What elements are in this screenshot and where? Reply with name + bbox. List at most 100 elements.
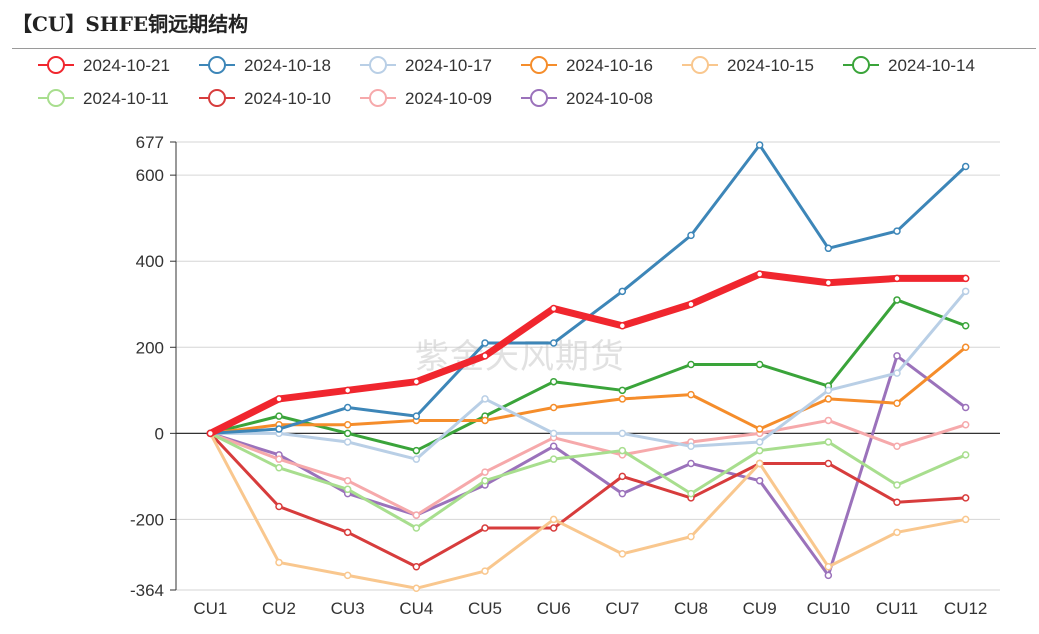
series-line bbox=[208, 298, 968, 453]
data-point bbox=[343, 386, 352, 395]
data-point bbox=[343, 476, 352, 485]
y-tick-label: 600 bbox=[136, 166, 164, 185]
data-point bbox=[824, 278, 833, 287]
data-point bbox=[275, 455, 283, 463]
data-point bbox=[618, 322, 627, 330]
data-point bbox=[412, 455, 421, 463]
legend-label: 2024-10-14 bbox=[888, 56, 975, 75]
legend-marker bbox=[369, 89, 387, 107]
y-tick-label: -364 bbox=[130, 581, 164, 600]
series-2024-10-21 bbox=[206, 270, 970, 438]
legend-label: 2024-10-16 bbox=[566, 56, 653, 75]
legend-item[interactable]: 2024-10-16 bbox=[521, 56, 653, 75]
y-tick-label: 200 bbox=[136, 338, 164, 357]
series-2024-10-11 bbox=[206, 429, 970, 532]
data-point bbox=[755, 360, 764, 369]
data-point bbox=[549, 455, 558, 463]
data-point bbox=[755, 141, 764, 149]
series-2024-10-10 bbox=[206, 429, 970, 571]
legend: 2024-10-21 2024-10-18 2024-10-17 2024-10-16… bbox=[38, 56, 975, 108]
data-point bbox=[687, 300, 695, 308]
legend-label: 2024-10-09 bbox=[405, 89, 492, 108]
series-2024-10-15 bbox=[206, 429, 970, 593]
data-point bbox=[961, 162, 970, 171]
chart-title: 【CU】SHFE铜远期结构 bbox=[12, 12, 249, 36]
data-point bbox=[893, 227, 901, 235]
data-point bbox=[755, 446, 764, 455]
legend-item[interactable]: 2024-10-09 bbox=[360, 89, 492, 108]
legend-item[interactable]: 2024-10-08 bbox=[521, 89, 653, 108]
series-2024-10-09 bbox=[206, 416, 970, 519]
data-point bbox=[481, 468, 489, 476]
data-point bbox=[343, 528, 352, 537]
x-tick-label: CU2 bbox=[262, 599, 296, 618]
legend-item[interactable]: 2024-10-11 bbox=[38, 89, 169, 108]
data-point bbox=[618, 395, 627, 403]
data-point bbox=[618, 472, 627, 481]
data-point bbox=[481, 395, 489, 403]
data-point bbox=[549, 403, 558, 412]
data-point bbox=[893, 528, 901, 537]
data-point bbox=[275, 395, 283, 403]
series-line bbox=[208, 431, 968, 530]
data-point bbox=[961, 274, 970, 283]
data-point bbox=[755, 270, 764, 278]
legend-item[interactable]: 2024-10-21 bbox=[38, 56, 170, 75]
legend-item[interactable]: 2024-10-15 bbox=[682, 56, 814, 75]
data-point bbox=[893, 352, 901, 360]
x-tick-label: CU4 bbox=[399, 599, 433, 618]
data-point bbox=[412, 584, 421, 593]
data-point bbox=[618, 550, 627, 558]
data-point bbox=[961, 322, 970, 330]
data-point bbox=[412, 511, 421, 519]
data-point bbox=[687, 459, 695, 468]
data-point bbox=[755, 459, 764, 468]
data-point bbox=[961, 494, 970, 502]
data-point bbox=[275, 558, 283, 567]
data-point bbox=[275, 412, 283, 420]
legend-item[interactable]: 2024-10-18 bbox=[199, 56, 331, 75]
data-point bbox=[755, 438, 764, 446]
data-point bbox=[893, 399, 901, 407]
legend-marker bbox=[691, 56, 709, 74]
data-point bbox=[481, 567, 489, 575]
legend-item[interactable]: 2024-10-17 bbox=[360, 56, 492, 75]
data-point bbox=[893, 481, 901, 489]
data-point bbox=[206, 429, 215, 438]
data-point bbox=[961, 343, 970, 352]
series-lines bbox=[206, 141, 970, 593]
data-point bbox=[275, 464, 283, 472]
data-point bbox=[412, 412, 421, 420]
legend-marker bbox=[852, 56, 870, 74]
legend-item[interactable]: 2024-10-14 bbox=[843, 56, 975, 75]
data-point bbox=[824, 459, 833, 468]
data-point bbox=[618, 489, 627, 498]
data-point bbox=[824, 563, 833, 571]
data-point bbox=[824, 244, 833, 253]
data-point bbox=[824, 571, 833, 580]
legend-marker bbox=[47, 56, 65, 74]
legend-marker bbox=[530, 89, 548, 107]
data-point bbox=[412, 524, 421, 532]
series-line bbox=[206, 270, 970, 437]
y-tick-label: 400 bbox=[136, 252, 164, 271]
legend-marker bbox=[208, 56, 226, 74]
series-line bbox=[208, 289, 968, 461]
data-point bbox=[961, 287, 970, 296]
x-tick-label: CU8 bbox=[674, 599, 708, 618]
data-point bbox=[481, 352, 489, 360]
x-tick-label: CU5 bbox=[468, 599, 502, 618]
legend-item[interactable]: 2024-10-10 bbox=[199, 89, 331, 108]
data-point bbox=[549, 339, 558, 347]
x-tick-label: CU9 bbox=[743, 599, 777, 618]
data-point bbox=[481, 339, 489, 347]
data-point bbox=[618, 429, 627, 438]
x-tick-label: CU11 bbox=[876, 599, 918, 618]
legend-marker bbox=[208, 89, 226, 107]
legend-label: 2024-10-17 bbox=[405, 56, 492, 75]
data-point bbox=[687, 442, 695, 451]
data-point bbox=[893, 442, 901, 451]
data-point bbox=[824, 386, 833, 395]
data-point bbox=[343, 485, 352, 494]
